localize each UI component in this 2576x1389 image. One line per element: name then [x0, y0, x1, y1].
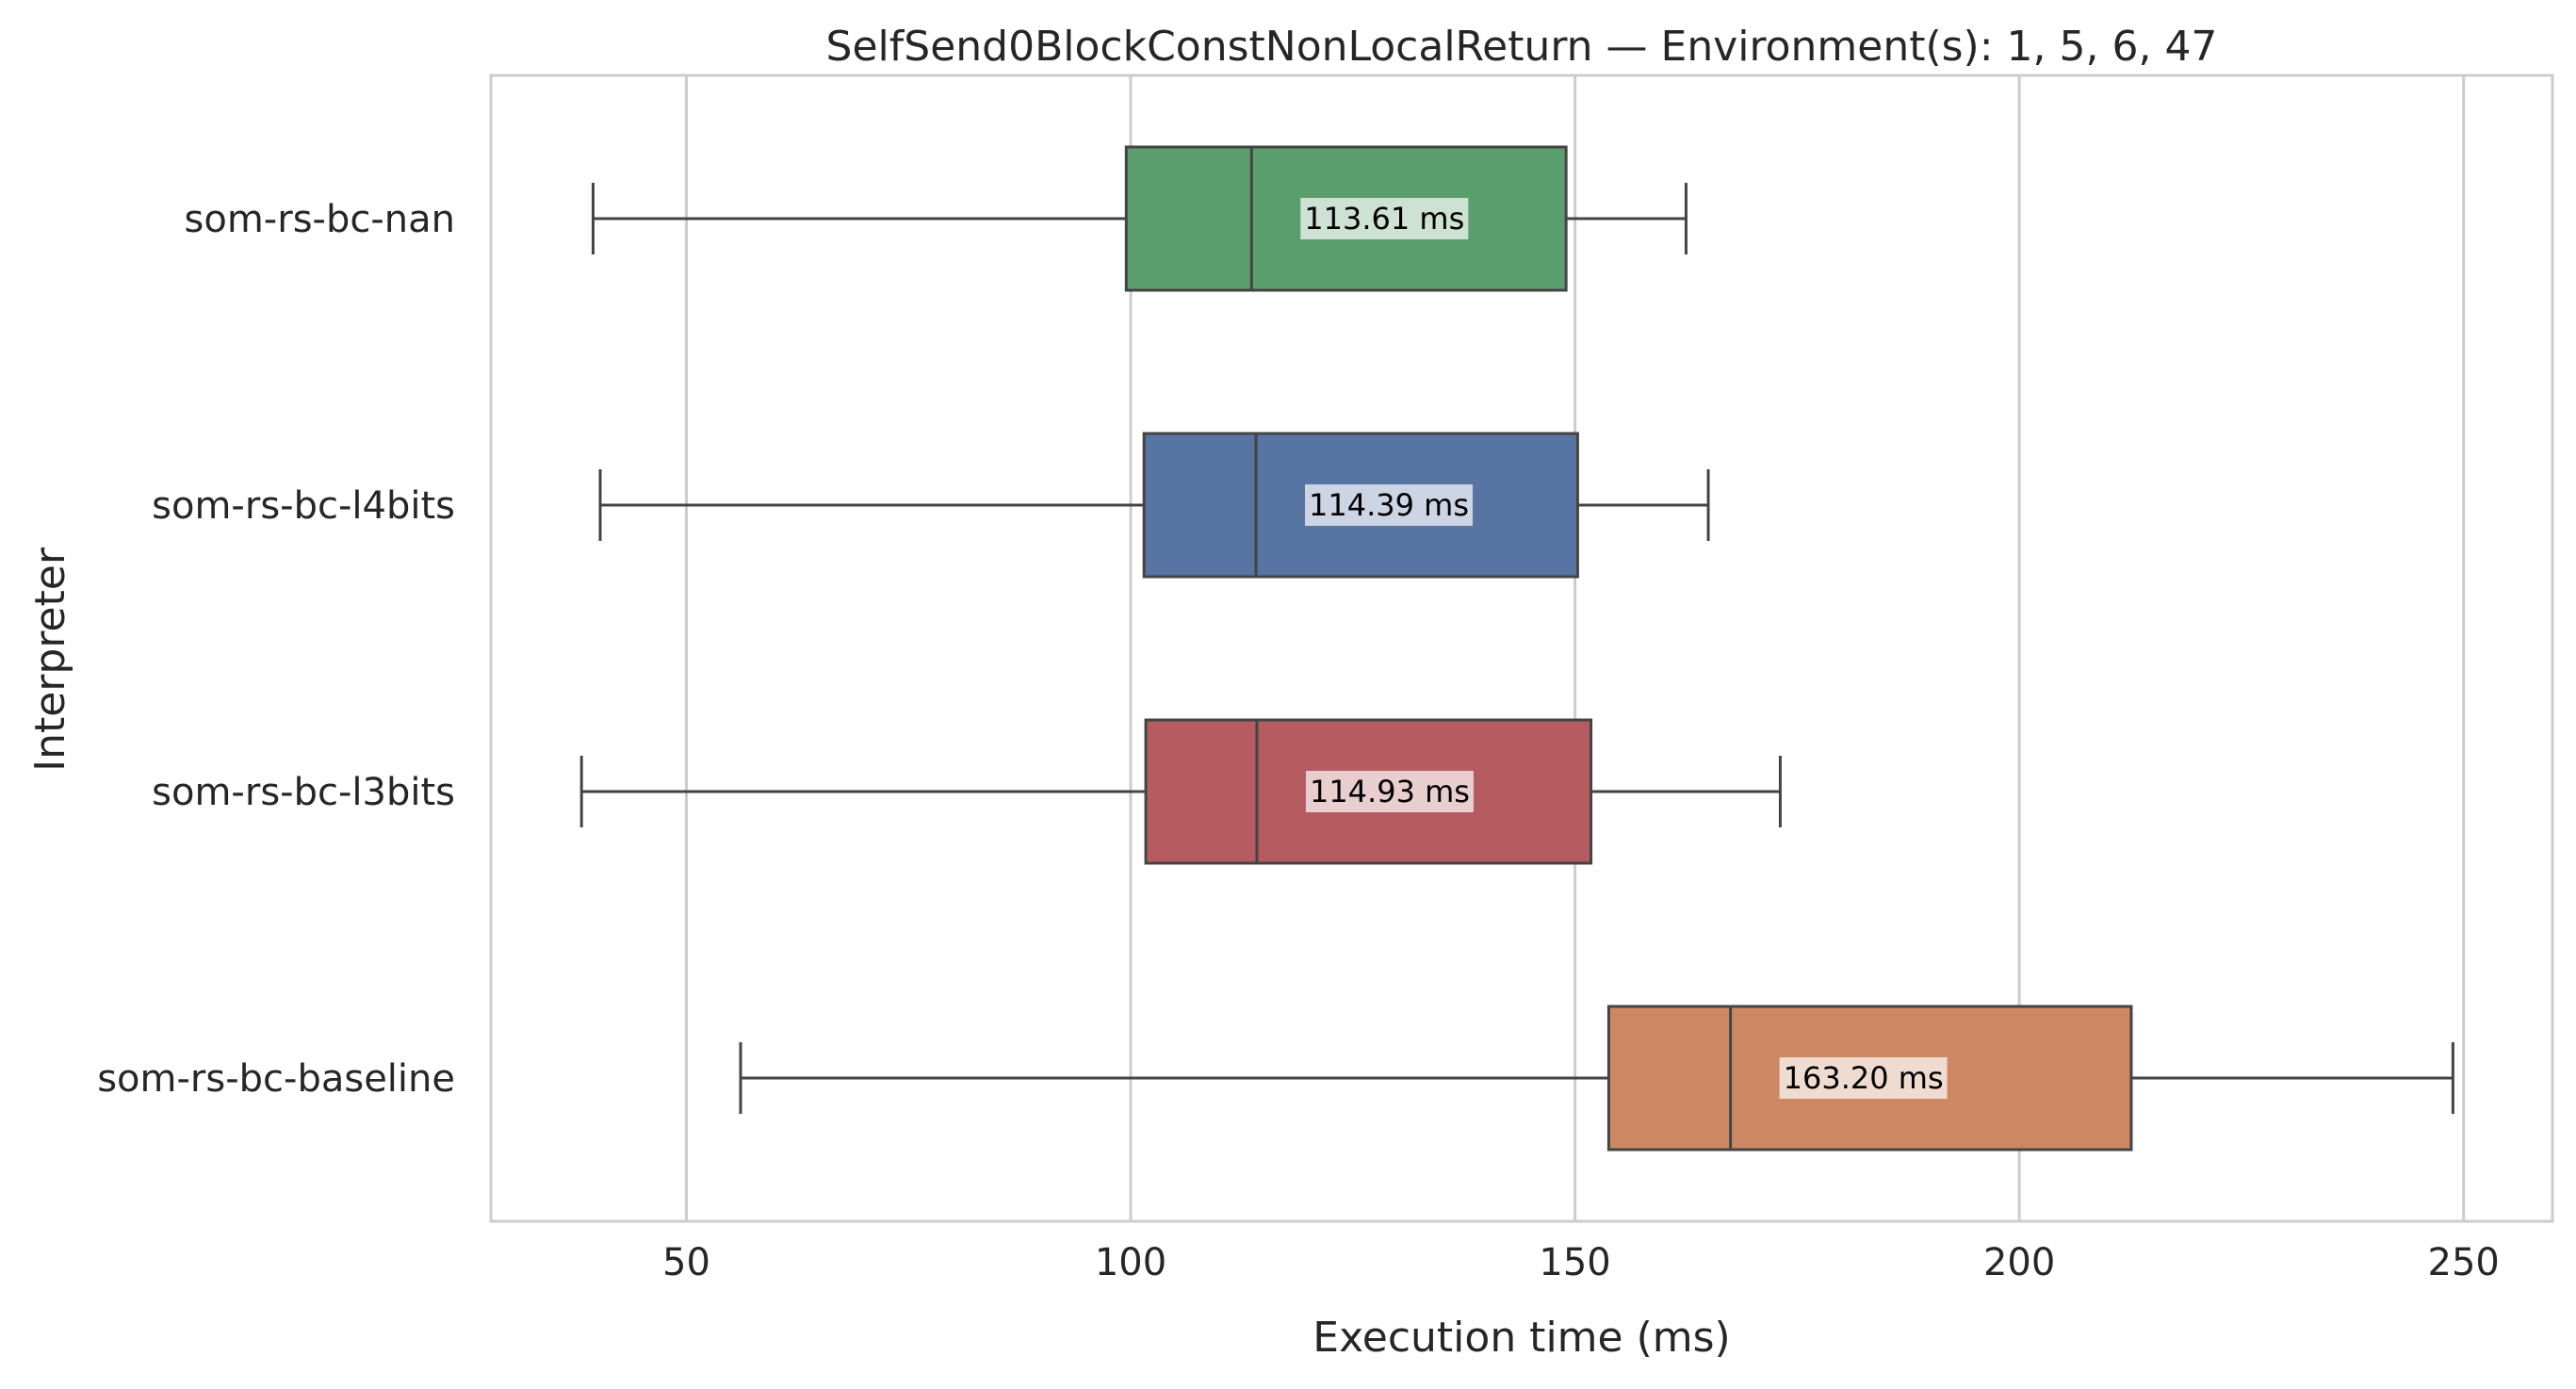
median-label: 163.20 ms — [1784, 1060, 1944, 1096]
median-label-background — [1305, 771, 1474, 812]
chart-title: SelfSend0BlockConstNonLocalReturn — Envi… — [826, 23, 2218, 71]
plot-frame — [489, 74, 2554, 1223]
box-series: 113.61 ms 114.39 ms 114.93 ms 163.20 ms — [579, 145, 2454, 1152]
y-category-labels: som-rs-bc-nan som-rs-bc-l4bits som-rs-bc-l… — [97, 198, 455, 1101]
y-axis-label: Interpreter — [26, 547, 74, 772]
box-som-rs-bc-nan: 113.61 ms — [591, 145, 1687, 292]
x-axis-label: Execution time (ms) — [1312, 1314, 1730, 1362]
box-som-rs-bc-baseline: 163.20 ms — [739, 1005, 2454, 1152]
median-label: 113.61 ms — [1304, 201, 1464, 237]
median-label-background — [1779, 1057, 1948, 1099]
median-label: 114.39 ms — [1309, 487, 1469, 523]
box-som-rs-bc-l3bits: 114.93 ms — [579, 718, 1782, 865]
x-tick-label: 250 — [2428, 1241, 2500, 1284]
x-tick-labels: 50 100 150 200 250 — [662, 1241, 2500, 1284]
interquartile-box — [1144, 718, 1593, 865]
y-category-label: som-rs-bc-l4bits — [152, 484, 455, 528]
y-category-label: som-rs-bc-l3bits — [152, 771, 455, 814]
x-tick-label: 150 — [1539, 1241, 1610, 1284]
y-category-label: som-rs-bc-nan — [185, 198, 455, 241]
box-som-rs-bc-l4bits: 114.39 ms — [598, 432, 1710, 579]
y-category-label: som-rs-bc-baseline — [97, 1057, 455, 1101]
x-tick-label: 50 — [662, 1241, 710, 1284]
x-tick-label: 100 — [1095, 1241, 1166, 1284]
median-label-background — [1305, 484, 1473, 526]
median-label: 114.93 ms — [1310, 774, 1470, 809]
x-tick-label: 200 — [1983, 1241, 2055, 1284]
median-label-background — [1300, 198, 1469, 239]
